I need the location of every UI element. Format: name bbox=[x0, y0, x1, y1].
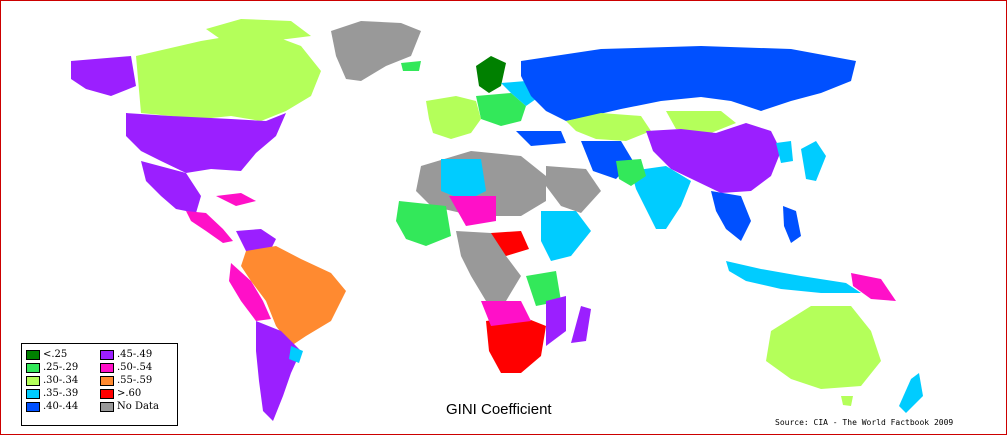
region-central-america bbox=[186, 211, 233, 243]
legend-swatch bbox=[100, 362, 114, 373]
legend-label: .55-.59 bbox=[117, 375, 153, 386]
legend-swatch bbox=[26, 362, 40, 373]
region-canada bbox=[136, 31, 321, 121]
region-scandinavia bbox=[476, 56, 506, 93]
region-korea bbox=[776, 141, 793, 163]
region-west-africa-algeria bbox=[441, 159, 486, 201]
legend-swatch bbox=[26, 388, 40, 399]
legend-item: .35-.39 bbox=[26, 387, 100, 400]
region-uruguay bbox=[289, 346, 303, 363]
legend-label: No Data bbox=[117, 401, 159, 412]
legend-swatch bbox=[100, 401, 114, 412]
legend-swatch bbox=[100, 375, 114, 386]
legend-swatch bbox=[26, 349, 40, 360]
region-philippines bbox=[783, 206, 801, 243]
region-india bbox=[631, 166, 691, 229]
legend-item: <.25 bbox=[26, 348, 100, 361]
region-pakistan bbox=[616, 159, 646, 186]
legend-label: .40-.44 bbox=[43, 401, 79, 412]
region-indonesia bbox=[726, 261, 861, 293]
legend-label: <.25 bbox=[43, 349, 68, 360]
region-mozambique bbox=[546, 296, 566, 346]
region-brazil bbox=[241, 246, 346, 346]
region-europe-west bbox=[426, 96, 481, 139]
source-credit: Source: CIA - The World Factbook 2009 bbox=[775, 418, 954, 427]
region-greenland bbox=[331, 21, 421, 81]
region-south-africa bbox=[486, 316, 546, 373]
region-venezuela bbox=[236, 229, 276, 253]
region-turkey bbox=[516, 131, 566, 146]
legend-item: .30-.34 bbox=[26, 374, 100, 387]
legend-label: .45-.49 bbox=[117, 349, 153, 360]
region-png bbox=[851, 273, 896, 301]
legend-label: .35-.39 bbox=[43, 388, 79, 399]
region-iceland bbox=[401, 61, 421, 71]
region-mongolia bbox=[666, 111, 736, 133]
legend-label: .25-.29 bbox=[43, 362, 79, 373]
legend-item: .40-.44 bbox=[26, 400, 100, 413]
legend-label: >.60 bbox=[117, 388, 142, 399]
legend-swatch bbox=[26, 401, 40, 412]
legend-swatch bbox=[100, 349, 114, 360]
region-west-africa bbox=[396, 201, 451, 246]
legend-item: .50-.54 bbox=[100, 361, 174, 374]
region-mexico bbox=[141, 161, 201, 213]
legend-item: .45-.49 bbox=[100, 348, 174, 361]
region-se-asia bbox=[711, 191, 751, 241]
region-zambia bbox=[526, 271, 561, 306]
region-usa bbox=[126, 113, 286, 173]
legend-swatch bbox=[26, 375, 40, 386]
region-east-africa bbox=[541, 211, 591, 261]
region-china bbox=[646, 123, 781, 193]
region-europe-central bbox=[476, 93, 526, 126]
region-caribbean bbox=[216, 193, 256, 206]
region-namibia bbox=[481, 301, 531, 326]
region-alaska bbox=[71, 56, 136, 96]
legend-label: .30-.34 bbox=[43, 375, 79, 386]
map-title: GINI Coefficient bbox=[446, 401, 552, 418]
region-australia bbox=[766, 306, 881, 389]
legend-item: >.60 bbox=[100, 387, 174, 400]
region-madagascar bbox=[571, 306, 591, 343]
region-peru bbox=[229, 263, 271, 321]
region-kazakhstan bbox=[566, 113, 651, 141]
region-central-africa bbox=[456, 231, 521, 301]
region-russia bbox=[521, 46, 856, 121]
region-saudi bbox=[546, 166, 601, 213]
legend-item: .55-.59 bbox=[100, 374, 174, 387]
legend-swatch bbox=[100, 388, 114, 399]
legend: <.25 .45-.49 .25-.29 .50-.54 .30-.34 .55… bbox=[21, 343, 178, 426]
region-canada-islands bbox=[206, 19, 311, 43]
region-tasmania bbox=[841, 396, 853, 406]
legend-label: .50-.54 bbox=[117, 362, 153, 373]
region-japan bbox=[801, 141, 826, 181]
region-sahel bbox=[449, 196, 496, 226]
legend-item: No Data bbox=[100, 400, 174, 413]
region-new-zealand bbox=[899, 373, 923, 413]
legend-item: .25-.29 bbox=[26, 361, 100, 374]
region-argentina bbox=[256, 321, 301, 421]
